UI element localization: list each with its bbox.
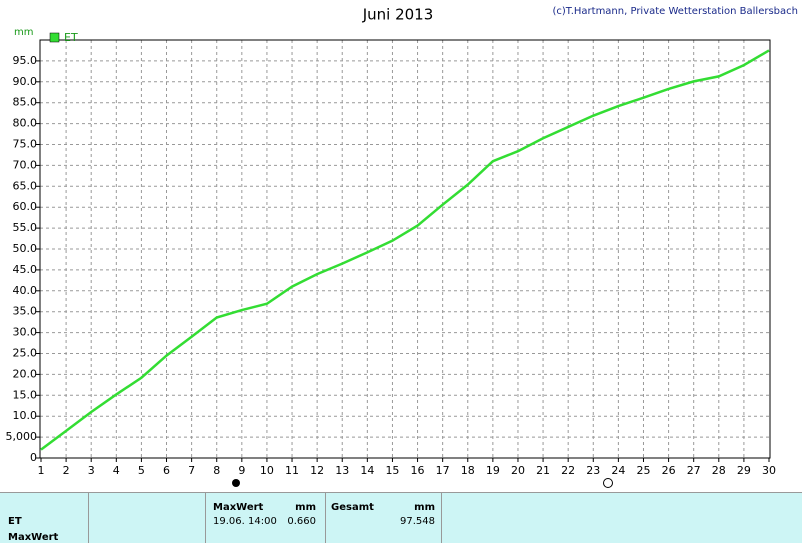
x-tick-label: 14 <box>360 464 374 477</box>
x-tick-label: 8 <box>213 464 220 477</box>
y-tick-label: 60.0 <box>13 200 38 213</box>
x-tick-label: 9 <box>238 464 245 477</box>
y-tick-label: 20.0 <box>13 367 38 380</box>
y-tick-label: 80.0 <box>13 117 38 130</box>
x-tick-label: 11 <box>285 464 299 477</box>
chart: Juni 2013 (c)T.Hartmann, Private Wetters… <box>6 6 798 488</box>
x-tick-label: 29 <box>737 464 751 477</box>
x-tick-label: 13 <box>335 464 349 477</box>
col-header: MaxWert <box>213 502 264 513</box>
cell-value: 0.660 <box>287 516 316 527</box>
x-tick-label: 1 <box>38 464 45 477</box>
x-tick-label: 25 <box>636 464 650 477</box>
table: ET MaxWert MaxWert mm 19.06. 14:00 0.660… <box>0 492 802 543</box>
x-tick-label: 3 <box>88 464 95 477</box>
x-tick-label: 6 <box>163 464 170 477</box>
chart-title: Juni 2013 <box>362 6 434 24</box>
y-tick-label: 30.0 <box>13 326 38 339</box>
y-tick-label: 40.0 <box>13 284 38 297</box>
y-tick-label: 95.0 <box>13 54 38 67</box>
x-tick-label: 4 <box>113 464 120 477</box>
col-header: Gesamt <box>331 502 374 513</box>
y-tick-label: 65.0 <box>13 179 38 192</box>
col-unit: mm <box>414 502 435 513</box>
x-tick-label: 23 <box>586 464 600 477</box>
x-tick-label: 20 <box>511 464 525 477</box>
y-tick-label: 75.0 <box>13 138 38 151</box>
y-tick-label: 70.0 <box>13 158 38 171</box>
y-tick-label: 35.0 <box>13 305 38 318</box>
divider <box>88 493 89 543</box>
marker-open <box>603 478 613 488</box>
x-tick-label: 16 <box>411 464 425 477</box>
x-tick-label: 5 <box>138 464 145 477</box>
divider <box>205 493 206 543</box>
y-tick-label: 45.0 <box>13 263 38 276</box>
x-tick-label: 17 <box>436 464 450 477</box>
x-tick-label: 18 <box>461 464 475 477</box>
y-tick-label: 15.0 <box>13 388 38 401</box>
x-tick-label: 10 <box>260 464 274 477</box>
y-tick-label: 25.0 <box>13 347 38 360</box>
row-label: ET <box>8 516 22 527</box>
x-tick-label: 2 <box>63 464 70 477</box>
x-tick-label: 7 <box>188 464 195 477</box>
cell-time: 19.06. 14:00 <box>213 516 277 527</box>
x-tick-label: 19 <box>486 464 500 477</box>
plot-frame <box>39 39 771 459</box>
y-tick-label: 55.0 <box>13 221 38 234</box>
legend-swatch <box>49 32 60 43</box>
data-line <box>40 49 770 451</box>
marker-filled <box>232 479 240 487</box>
y-tick-label: 90.0 <box>13 75 38 88</box>
cell-value: 97.548 <box>400 516 435 527</box>
x-tick-label: 26 <box>662 464 676 477</box>
divider <box>325 493 326 543</box>
divider <box>441 493 442 543</box>
col-unit: mm <box>295 502 316 513</box>
y-tick-label: 0 <box>30 451 37 464</box>
credit: (c)T.Hartmann, Private Wetterstation Bal… <box>552 6 798 17</box>
row-label: MaxWert <box>8 532 59 543</box>
y-tick-label: 50.0 <box>13 242 38 255</box>
y-tick-label: 85.0 <box>13 96 38 109</box>
x-tick-label: 27 <box>687 464 701 477</box>
x-tick-label: 21 <box>536 464 550 477</box>
x-tick-label: 15 <box>385 464 399 477</box>
y-axis-label: mm <box>14 27 33 38</box>
y-tick-label: 5,000 <box>6 430 38 443</box>
y-tick-label: 10.0 <box>13 409 38 422</box>
x-tick-label: 24 <box>611 464 625 477</box>
x-tick-label: 22 <box>561 464 575 477</box>
x-tick-label: 12 <box>310 464 324 477</box>
legend-label: ET <box>64 31 78 44</box>
x-tick-label: 30 <box>762 464 776 477</box>
x-tick-label: 28 <box>712 464 726 477</box>
